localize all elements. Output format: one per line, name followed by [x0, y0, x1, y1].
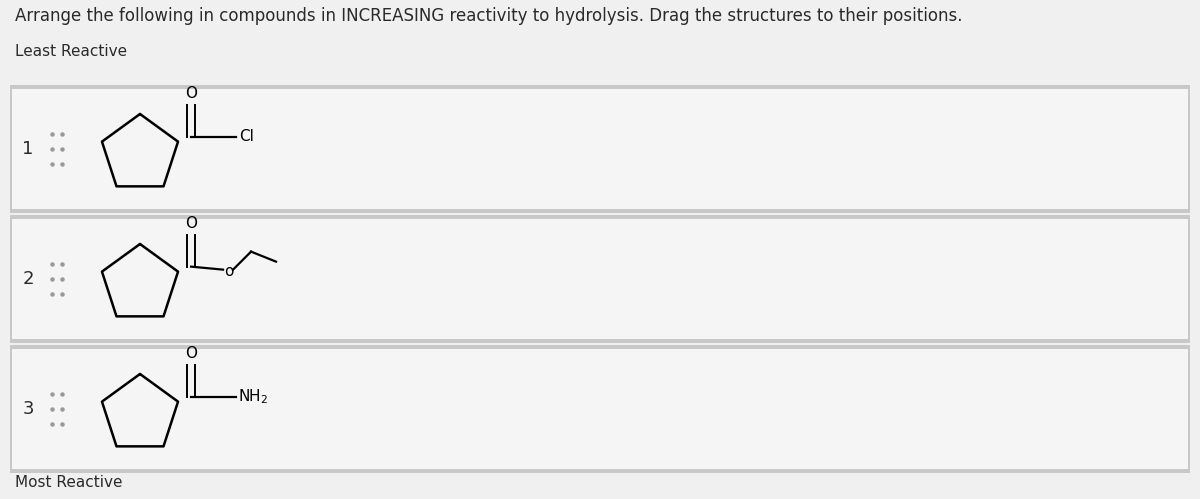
Text: O: O — [185, 346, 197, 361]
Text: NH$_2$: NH$_2$ — [238, 387, 269, 406]
Text: O: O — [185, 86, 197, 101]
Text: Most Reactive: Most Reactive — [14, 475, 122, 490]
Text: Arrange the following in compounds in INCREASING reactivity to hydrolysis. Drag : Arrange the following in compounds in IN… — [14, 7, 962, 25]
Text: 1: 1 — [23, 140, 34, 158]
Text: Cl: Cl — [239, 129, 254, 144]
Bar — [10, 85, 1190, 213]
Bar — [12, 219, 1188, 339]
Bar — [10, 215, 1190, 343]
Text: O: O — [185, 216, 197, 231]
Text: 2: 2 — [23, 270, 34, 288]
Text: Least Reactive: Least Reactive — [14, 44, 127, 59]
Text: o: o — [224, 264, 234, 279]
Text: 3: 3 — [23, 400, 34, 418]
Bar — [10, 345, 1190, 473]
Bar — [12, 89, 1188, 209]
Bar — [12, 349, 1188, 469]
